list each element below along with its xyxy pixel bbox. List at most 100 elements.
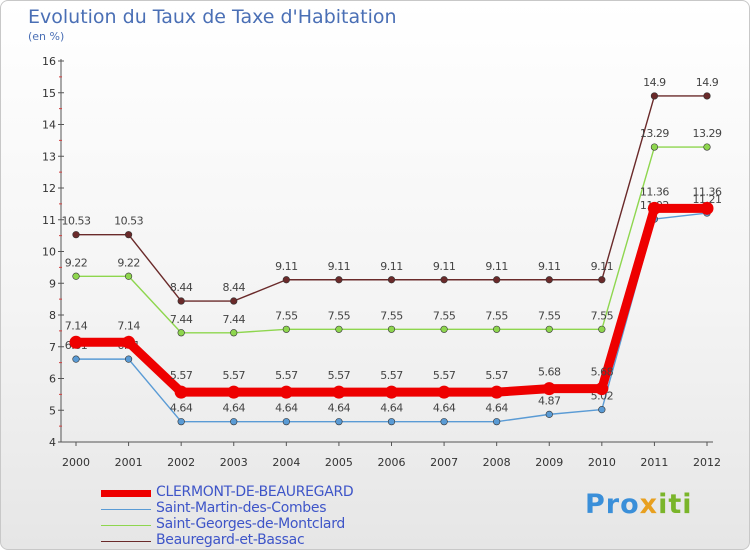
data-label-beauregard-et-bassac: 10.53 (114, 215, 143, 228)
data-label-saint-martin-des-combes: 4.64 (485, 402, 508, 415)
data-point-clermont-de-beauregard (227, 385, 241, 399)
x-tick-label: 2008 (483, 456, 511, 469)
line-chart: 4 5 6 7 8 9 10 11 12 13 14 15 16 2000 2001 2002 2003 2004… (42, 55, 722, 469)
y-tick-label: 4 (49, 436, 56, 449)
y-tick-label: 15 (42, 87, 56, 100)
data-point-clermont-de-beauregard (700, 201, 714, 215)
data-label-saint-georges-de-montclard: 13.29 (640, 127, 669, 140)
series-line-clermont-de-beauregard (71, 203, 712, 397)
data-label-clermont-de-beauregard: 5.57 (433, 369, 456, 382)
data-point-beauregard-et-bassac (177, 297, 185, 305)
y-tick-label: 5 (49, 404, 56, 417)
x-tick-label: 2012 (693, 456, 721, 469)
data-point-saint-georges-de-montclard (598, 325, 606, 333)
data-point-saint-martin-des-combes (387, 418, 396, 426)
data-point-saint-martin-des-combes (72, 355, 80, 363)
data-point-clermont-de-beauregard (385, 385, 398, 399)
data-label-clermont-de-beauregard: 5.68 (538, 366, 561, 379)
x-tick-label: 2002 (167, 456, 195, 469)
data-label-saint-martin-des-combes: 4.64 (328, 402, 351, 415)
x-tick-label: 2007 (430, 456, 458, 469)
data-point-beauregard-et-bassac (387, 276, 396, 284)
data-point-beauregard-et-bassac (124, 231, 133, 239)
data-label-beauregard-et-bassac: 9.11 (328, 260, 351, 273)
data-label-saint-martin-des-combes: 4.64 (380, 402, 403, 415)
data-point-clermont-de-beauregard (647, 201, 661, 215)
y-tick-label: 11 (42, 214, 56, 227)
legend-swatch (101, 509, 151, 510)
data-label-beauregard-et-bassac: 9.11 (433, 260, 456, 273)
data-point-clermont-de-beauregard (595, 382, 609, 396)
data-point-saint-georges-de-montclard (177, 329, 185, 337)
data-point-saint-martin-des-combes (440, 418, 448, 426)
data-point-saint-martin-des-combes (335, 418, 343, 426)
data-label-saint-georges-de-montclard: 7.55 (485, 309, 508, 322)
proxiti-logo: Proxiti (585, 489, 693, 520)
data-label-saint-georges-de-montclard: 9.22 (65, 256, 88, 269)
data-label-clermont-de-beauregard: 7.14 (117, 319, 140, 332)
data-point-saint-georges-de-montclard (440, 325, 448, 333)
legend-label: CLERMONT-DE-BEAUREGARD (156, 484, 354, 500)
data-label-saint-georges-de-montclard: 7.55 (591, 309, 614, 322)
data-point-saint-georges-de-montclard (282, 325, 290, 333)
data-point-clermont-de-beauregard (122, 335, 136, 349)
data-label-clermont-de-beauregard: 5.68 (591, 366, 614, 379)
data-point-beauregard-et-bassac (72, 231, 80, 239)
x-tick-label: 2000 (62, 456, 90, 469)
data-point-beauregard-et-bassac (493, 276, 501, 284)
legend-label: Beauregard-et-Bassac (156, 532, 305, 548)
data-point-saint-martin-des-combes (124, 355, 133, 363)
data-point-saint-martin-des-combes (230, 418, 238, 426)
legend-swatch (101, 541, 151, 542)
data-point-saint-georges-de-montclard (72, 272, 80, 280)
data-point-clermont-de-beauregard (437, 385, 451, 399)
data-label-clermont-de-beauregard: 5.57 (328, 369, 351, 382)
data-point-beauregard-et-bassac (545, 276, 553, 284)
data-label-saint-georges-de-montclard: 13.29 (693, 127, 722, 140)
x-tick-label: 2003 (220, 456, 248, 469)
legend-label: Saint-Martin-des-Combes (156, 500, 327, 516)
data-point-clermont-de-beauregard (542, 382, 556, 396)
data-point-saint-martin-des-combes (545, 410, 553, 418)
data-label-clermont-de-beauregard: 5.57 (380, 369, 403, 382)
data-point-saint-georges-de-montclard (124, 272, 133, 280)
x-tick-label: 2010 (588, 456, 616, 469)
data-point-beauregard-et-bassac (598, 276, 606, 284)
x-tick-label: 2005 (325, 456, 353, 469)
data-label-beauregard-et-bassac: 9.11 (591, 260, 614, 273)
data-point-saint-georges-de-montclard (387, 325, 396, 333)
data-label-saint-georges-de-montclard: 7.55 (275, 309, 298, 322)
y-tick-label: 14 (42, 119, 56, 132)
x-tick-label: 2006 (378, 456, 406, 469)
data-point-saint-georges-de-montclard (335, 325, 343, 333)
y-tick-label: 13 (42, 150, 56, 163)
data-point-saint-martin-des-combes (282, 418, 290, 426)
data-label-beauregard-et-bassac: 9.11 (485, 260, 508, 273)
data-label-clermont-de-beauregard: 5.57 (223, 369, 246, 382)
data-label-saint-georges-de-montclard: 7.44 (223, 313, 246, 326)
data-label-saint-georges-de-montclard: 7.55 (380, 309, 403, 322)
data-point-beauregard-et-bassac (650, 92, 659, 100)
data-point-saint-martin-des-combes (493, 418, 501, 426)
x-tick-label: 2001 (115, 456, 143, 469)
data-label-saint-georges-de-montclard: 7.55 (433, 309, 456, 322)
data-point-saint-georges-de-montclard (545, 325, 553, 333)
data-label-clermont-de-beauregard: 5.57 (485, 369, 508, 382)
data-label-beauregard-et-bassac: 8.44 (223, 281, 246, 294)
legend-swatch (101, 490, 151, 497)
data-point-saint-georges-de-montclard (650, 143, 659, 151)
data-label-clermont-de-beauregard: 11.36 (693, 185, 722, 198)
y-tick-label: 12 (42, 182, 56, 195)
data-point-clermont-de-beauregard (174, 385, 188, 399)
data-point-saint-georges-de-montclard (493, 325, 501, 333)
data-label-saint-martin-des-combes: 4.64 (170, 402, 193, 415)
y-tick-label: 6 (49, 373, 56, 386)
data-point-beauregard-et-bassac (335, 276, 343, 284)
data-point-beauregard-et-bassac (230, 297, 238, 305)
y-tick-label: 10 (42, 246, 56, 259)
data-point-clermont-de-beauregard (279, 385, 293, 399)
series-line-saint-georges-de-montclard (75, 146, 708, 334)
data-point-clermont-de-beauregard (332, 385, 346, 399)
legend-label: Saint-Georges-de-Montclard (156, 516, 345, 532)
